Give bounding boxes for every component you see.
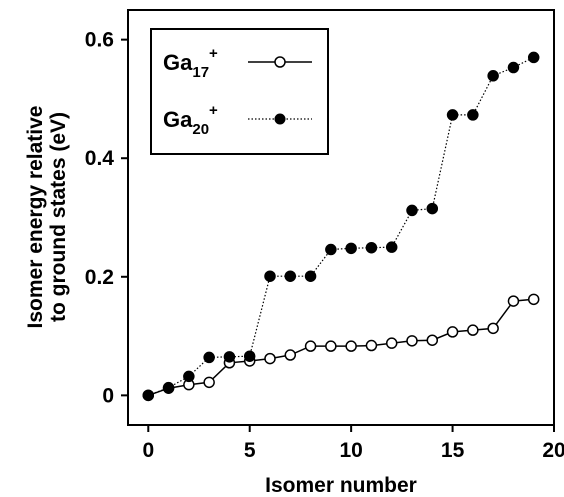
y-tick-label: 0.4	[85, 147, 115, 170]
data-point-ga20	[162, 381, 175, 394]
data-point-ga20	[203, 351, 215, 364]
legend: Ga17+ Ga20+	[150, 28, 329, 155]
legend-label-ga17: Ga17+	[163, 45, 218, 81]
data-point-ga17	[203, 376, 215, 389]
legend-box	[150, 28, 329, 155]
data-point-ga20	[426, 202, 439, 215]
data-point-ga20	[223, 351, 236, 363]
legend-label-ga17-sub: 17	[192, 64, 209, 81]
y-axis-title: Isomer energy relative to ground states …	[24, 106, 70, 329]
legend-label-ga17-sup: +	[209, 45, 218, 62]
data-point-ga20	[183, 370, 195, 383]
x-tick-label: 20	[542, 439, 564, 462]
data-point-ga20	[264, 270, 276, 282]
data-point-ga20	[304, 270, 317, 282]
plot-frame	[127, 9, 555, 426]
data-point-ga17	[264, 352, 276, 365]
series-line-ga20	[148, 56, 534, 396]
data-point-ga20	[487, 70, 499, 82]
data-point-ga20	[406, 204, 418, 217]
data-point-ga20	[345, 242, 357, 255]
data-point-ga20	[365, 241, 378, 254]
data-point-ga20	[243, 350, 256, 362]
data-point-ga20	[446, 109, 459, 121]
data-point-ga17	[406, 335, 418, 347]
data-point-ga17	[426, 334, 439, 346]
y-tick-label: 0	[102, 384, 114, 407]
y-axis-title-line-1: Isomer energy relative	[24, 106, 47, 329]
x-axis-ticks: 0 5 10 15 20	[142, 425, 564, 462]
x-tick-label: 0	[142, 439, 154, 462]
y-axis-ticks: 0 0.2 0.4 0.6	[85, 29, 128, 407]
legend-label-ga20-base: Ga	[163, 107, 193, 132]
legend-label-ga20-sup: +	[209, 102, 218, 119]
data-point-ga17	[507, 295, 520, 307]
data-point-ga20	[507, 61, 520, 74]
data-point-ga20	[467, 109, 479, 121]
data-point-ga20	[325, 243, 337, 256]
x-tick-label: 10	[339, 439, 362, 462]
data-point-ga20	[385, 241, 398, 253]
x-axis-title: Isomer number	[265, 474, 417, 497]
legend-marker-ga17	[274, 56, 286, 68]
data-point-ga17	[467, 324, 479, 336]
legend-label-ga17-base: Ga	[163, 50, 193, 75]
data-point-ga17	[487, 322, 499, 335]
legend-label-ga20: Ga20+	[163, 102, 218, 138]
data-point-ga17	[325, 340, 337, 352]
data-point-ga17	[304, 340, 317, 352]
data-point-ga20	[284, 270, 297, 282]
x-tick-label: 5	[244, 439, 256, 462]
data-point-ga20	[527, 51, 540, 64]
y-tick-label: 0.2	[85, 266, 114, 289]
data-point-ga20	[142, 389, 155, 402]
data-point-ga17	[385, 337, 398, 349]
x-tick-label: 15	[441, 439, 465, 462]
series-layer	[142, 51, 540, 402]
data-point-ga17	[284, 349, 297, 361]
y-axis-title-line-2: to ground states (eV)	[47, 112, 70, 322]
data-point-ga17	[345, 340, 357, 352]
legend-label-ga20-sub: 20	[192, 121, 209, 138]
legend-marker-ga20	[274, 113, 286, 125]
y-tick-label: 0.6	[85, 29, 114, 52]
data-point-ga17	[446, 326, 459, 338]
data-point-ga17	[527, 293, 540, 306]
data-point-ga17	[365, 339, 378, 352]
